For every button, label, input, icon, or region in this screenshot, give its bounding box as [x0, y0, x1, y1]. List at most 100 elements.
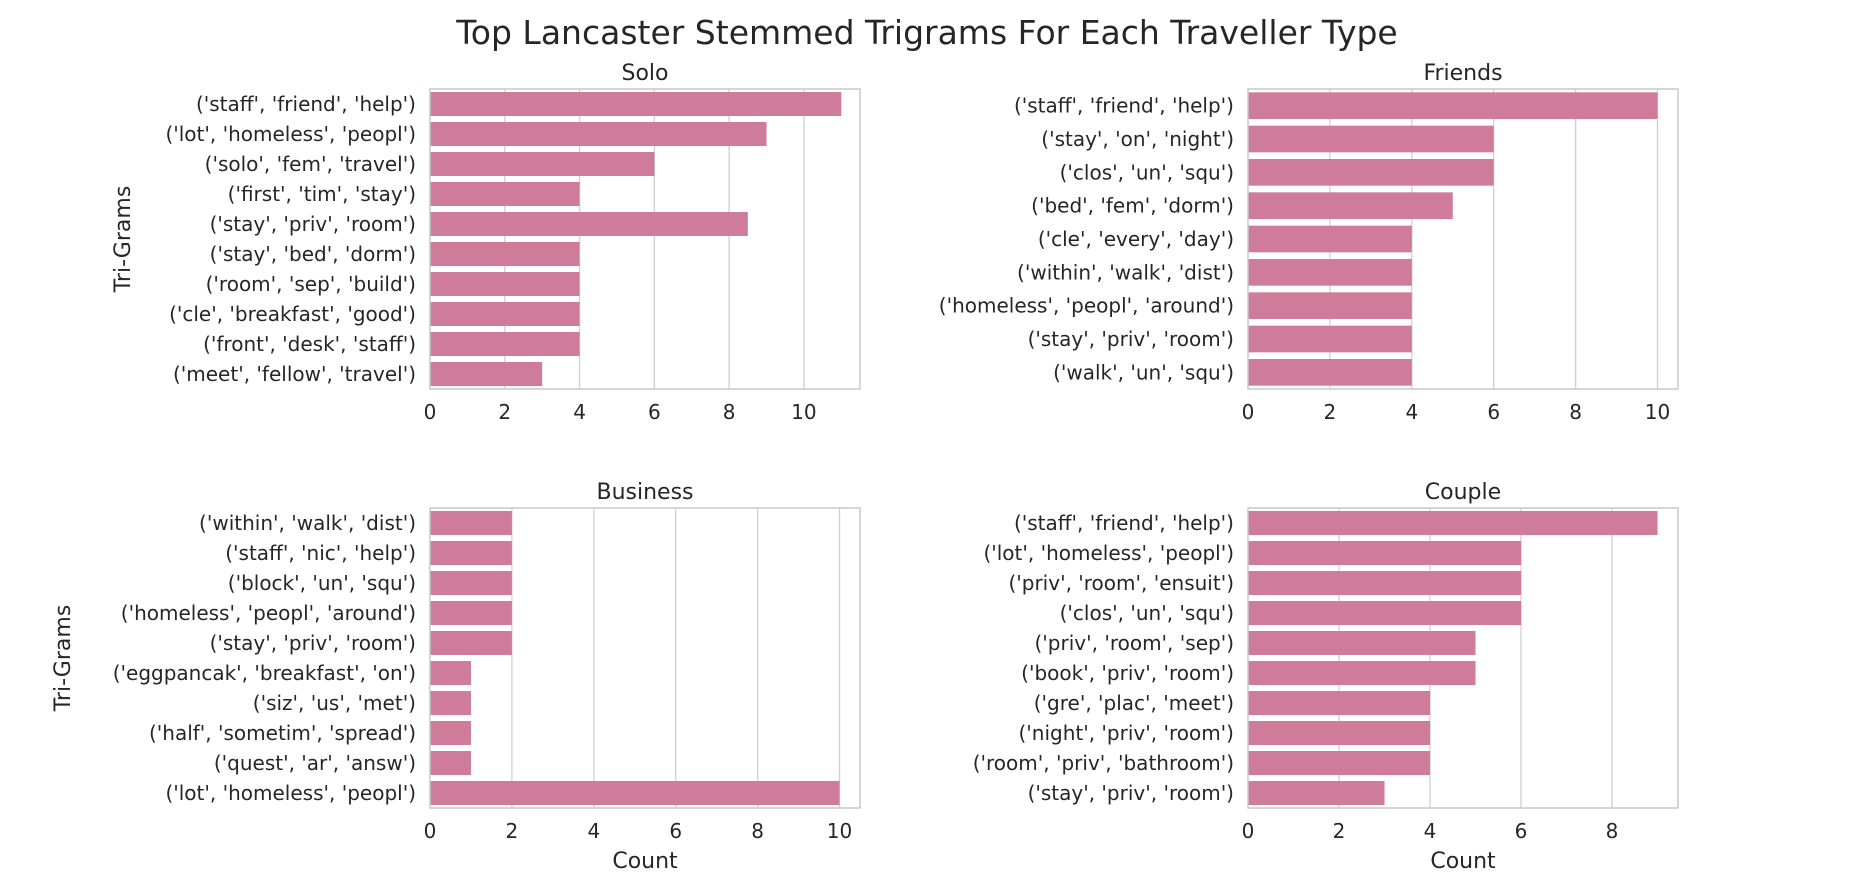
bar: [1248, 571, 1522, 595]
x-tick-label: 2: [498, 400, 511, 424]
category-label: ('within', 'walk', 'dist'): [199, 511, 416, 535]
category-label: ('lot', 'homeless', 'peopl'): [165, 781, 416, 805]
axes-frame: [1247, 88, 1679, 390]
category-label: ('block', 'un', 'squ'): [228, 571, 416, 595]
bar: [430, 571, 512, 595]
category-label: ('solo', 'fem', 'travel'): [205, 152, 416, 176]
x-tick-label: 8: [1569, 400, 1582, 424]
x-tick-label: 10: [791, 400, 816, 424]
category-label: ('lot', 'homeless', 'peopl'): [165, 122, 416, 146]
category-label: ('stay', 'on', 'night'): [1041, 127, 1234, 151]
category-label: ('siz', 'us', 'met'): [253, 691, 416, 715]
category-label: ('book', 'priv', 'room'): [1021, 661, 1234, 685]
axes-frame: [429, 507, 861, 809]
category-label: ('room', 'sep', 'build'): [206, 272, 416, 296]
x-tick-label: 4: [1405, 400, 1418, 424]
x-tick-label: 8: [751, 819, 764, 843]
bar: [1248, 325, 1412, 353]
bar: [430, 122, 767, 146]
subplot-title: Couple: [1425, 480, 1501, 505]
category-label: ('staff', 'friend', 'help'): [1014, 511, 1234, 535]
x-tick-label: 6: [1487, 400, 1500, 424]
category-label: ('staff', 'friend', 'help'): [1014, 94, 1234, 118]
bar: [1248, 781, 1385, 805]
category-label: ('cle', 'every', 'day'): [1038, 227, 1234, 251]
bar: [430, 691, 471, 715]
x-tick-label: 6: [669, 819, 682, 843]
bar: [1248, 192, 1453, 219]
x-tick-label: 6: [648, 400, 661, 424]
bar: [430, 721, 471, 745]
x-tick-label: 4: [587, 819, 600, 843]
bar: [430, 152, 655, 176]
category-label: ('night', 'priv', 'room'): [1018, 721, 1234, 745]
axes-frame: [1247, 507, 1679, 809]
bar: [430, 272, 580, 296]
category-label: ('half', 'sometim', 'spread'): [149, 721, 416, 745]
bar: [1248, 721, 1431, 745]
x-tick-label: 8: [1606, 819, 1619, 843]
panel-solo: ('staff', 'friend', 'help') ('lot', 'home…: [111, 61, 861, 424]
x-tick-label: 8: [723, 400, 736, 424]
category-label: ('eggpancak', 'breakfast', 'on'): [113, 661, 416, 685]
x-tick-label: 2: [506, 819, 519, 843]
bar: [1248, 691, 1431, 715]
y-axis-label: Tri-Grams: [51, 605, 76, 713]
category-label: ('walk', 'un', 'squ'): [1053, 360, 1234, 384]
x-axis-label: Count: [1430, 849, 1496, 874]
axes-frame: [429, 88, 861, 390]
bar: [1248, 511, 1658, 535]
bar: [1248, 159, 1494, 186]
bar: [1248, 661, 1476, 685]
category-label: ('priv', 'room', 'ensuit'): [1008, 571, 1234, 595]
bar: [1248, 225, 1412, 253]
bar: [430, 332, 580, 356]
subplot-title: Solo: [622, 61, 669, 86]
x-tick-label: 0: [424, 819, 437, 843]
bar: [430, 601, 512, 625]
subplot-title: Business: [596, 480, 693, 505]
bar: [1248, 292, 1412, 319]
x-tick-label: 4: [573, 400, 586, 424]
category-label: ('room', 'priv', 'bathroom'): [973, 751, 1234, 775]
bar: [1248, 92, 1658, 119]
bar: [430, 242, 580, 266]
bar: [430, 751, 471, 775]
category-label: ('homeless', 'peopl', 'around'): [121, 601, 416, 625]
bar: [1248, 359, 1412, 386]
category-label: ('stay', 'priv', 'room'): [1028, 327, 1234, 351]
bar: [1248, 751, 1431, 775]
x-tick-label: 0: [1242, 400, 1255, 424]
category-label: ('homeless', 'peopl', 'around'): [939, 294, 1234, 318]
category-label: ('staff', 'nic', 'help'): [225, 541, 416, 565]
subplot-title: Friends: [1423, 61, 1502, 86]
category-label: ('meet', 'fellow', 'travel'): [173, 362, 416, 386]
category-label: ('cle', 'breakfast', 'good'): [169, 302, 416, 326]
figure-title: Top Lancaster Stemmed Trigrams For Each …: [455, 13, 1397, 52]
category-label: ('stay', 'priv', 'room'): [210, 212, 416, 236]
bar: [430, 182, 580, 206]
bar: [430, 302, 580, 326]
panel-couple: ('staff', 'friend', 'help') ('lot', 'home…: [973, 480, 1679, 874]
y-axis-label: Tri-Grams: [111, 186, 136, 294]
bar: [1248, 541, 1522, 565]
bar: [430, 541, 512, 565]
bar: [430, 212, 748, 236]
bar: [1248, 125, 1494, 153]
category-label: ('within', 'walk', 'dist'): [1017, 260, 1234, 284]
panels: ('staff', 'friend', 'help') ('lot', 'home…: [51, 61, 1679, 874]
panel-friends: ('staff', 'friend', 'help') ('stay', 'on'…: [939, 61, 1679, 424]
category-label: ('stay', 'bed', 'dorm'): [210, 242, 416, 266]
x-tick-label: 2: [1324, 400, 1337, 424]
bar: [1248, 631, 1476, 655]
x-tick-label: 0: [424, 400, 437, 424]
bar: [430, 511, 512, 535]
bar: [430, 631, 512, 655]
category-label: ('gre', 'plac', 'meet'): [1034, 691, 1234, 715]
category-label: ('clos', 'un', 'squ'): [1060, 160, 1234, 184]
x-tick-label: 6: [1515, 819, 1528, 843]
bar: [430, 92, 842, 116]
category-label: ('priv', 'room', 'sep'): [1035, 631, 1235, 655]
category-label: ('quest', 'ar', 'answ'): [214, 751, 416, 775]
category-label: ('staff', 'friend', 'help'): [196, 92, 416, 116]
